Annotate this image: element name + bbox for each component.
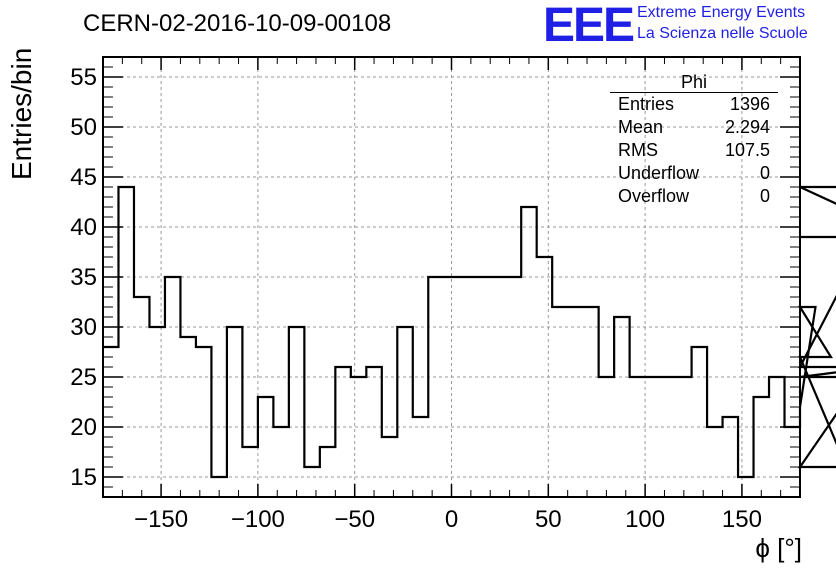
eee-logo: EEE <box>543 0 635 52</box>
axis-ticks <box>102 56 801 498</box>
run-title: CERN-02-2016-10-09-00108 <box>83 10 392 37</box>
y-axis-label-wrap: Entries/bin <box>6 48 37 330</box>
y-tick-label: 40 <box>70 214 97 241</box>
stats-row-entries: Entries 1396 <box>610 93 778 116</box>
x-tick-label: 100 <box>625 506 665 533</box>
stats-value: 0 <box>759 186 770 206</box>
x-tick-label: −150 <box>134 506 188 533</box>
y-tick-label: 15 <box>70 464 97 491</box>
x-tick-label: 0 <box>445 506 458 533</box>
stats-label: Entries <box>618 94 675 114</box>
y-tick-label: 35 <box>70 264 97 291</box>
stats-label: Mean <box>618 117 664 137</box>
stats-value: 1396 <box>729 94 770 114</box>
x-tick-label: −100 <box>231 506 285 533</box>
stats-value: 107.5 <box>724 140 770 160</box>
y-tick-label: 30 <box>70 314 97 341</box>
stats-box: Phi Entries 1396 Mean 2.294 RMS 107.5 Under… <box>610 73 778 208</box>
grid-lines <box>103 57 800 497</box>
stats-label: RMS <box>618 140 658 160</box>
y-tick-label: 45 <box>70 164 97 191</box>
stats-label: Overflow <box>618 186 690 206</box>
logo-line-2: La Scienza nelle Scuole <box>637 25 808 42</box>
x-tick-label: 50 <box>535 506 562 533</box>
stats-row-overflow: Overflow 0 <box>610 185 778 208</box>
x-tick-label: 150 <box>722 506 762 533</box>
stats-box-title: Phi <box>610 73 778 93</box>
axis-tick-labels: −150 −100 −50 0 50 100 150 15 20 25 30 35 40 45 50 55 <box>70 64 762 533</box>
x-tick-label: −50 <box>334 506 375 533</box>
y-tick-label: 20 <box>70 414 97 441</box>
y-axis-label: Entries/bin <box>6 47 37 180</box>
logo-line-1: Extreme Energy Events <box>637 4 806 21</box>
stats-label: Underflow <box>618 163 700 183</box>
stats-row-rms: RMS 107.5 <box>610 139 778 162</box>
y-tick-label: 25 <box>70 364 97 391</box>
histogram-line <box>103 185 836 479</box>
x-axis-label: ϕ [°] <box>755 533 802 563</box>
y-tick-label: 50 <box>70 114 97 141</box>
stats-row-underflow: Underflow 0 <box>610 162 778 185</box>
stats-row-mean: Mean 2.294 <box>610 116 778 139</box>
stats-value: 2.294 <box>724 117 770 137</box>
stats-value: 0 <box>759 163 770 183</box>
y-tick-label: 55 <box>70 64 97 91</box>
